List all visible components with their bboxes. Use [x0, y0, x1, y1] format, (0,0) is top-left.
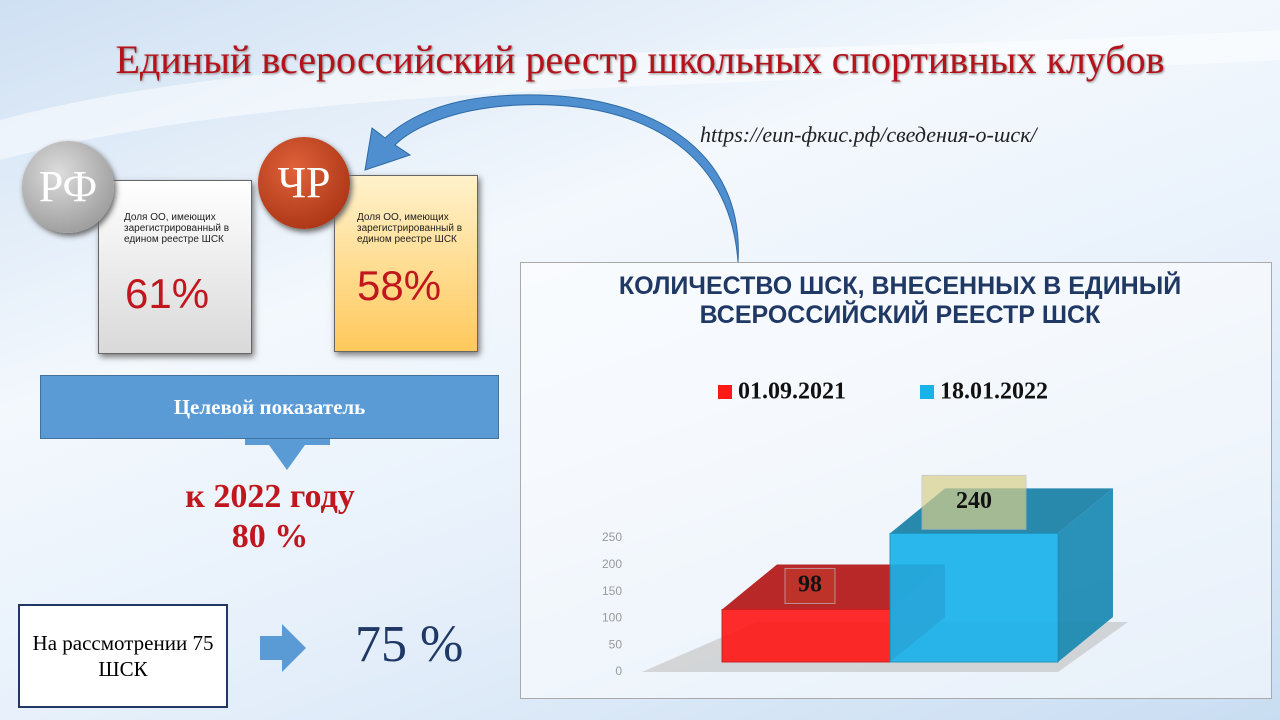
y-tick-label: 50	[609, 637, 623, 651]
pending-text: На рассмотрении 75 ШСК	[18, 604, 228, 708]
bar	[721, 608, 891, 663]
y-tick-label: 0	[615, 664, 622, 678]
card-text: Доля ОО, имеющих зарегистрированный в ед…	[124, 212, 230, 245]
target-label: Целевой показатель	[40, 375, 499, 439]
bar	[889, 532, 1059, 663]
legend-label: 01.09.2021	[738, 379, 846, 405]
y-tick-label: 200	[602, 557, 622, 571]
target-value: 80 %	[231, 518, 309, 555]
data-label-box	[784, 567, 836, 604]
data-label-box	[921, 474, 1027, 530]
chart-title: КОЛИЧЕСТВО ШСК, ВНЕСЕННЫХ В ЕДИНЫЙ ВСЕРО…	[618, 272, 1182, 329]
card-value: 58%	[357, 262, 442, 309]
legend-label: 18.01.2022	[940, 379, 1048, 405]
bar-side	[1058, 488, 1113, 662]
card-value: 61%	[125, 270, 210, 317]
right-arrow	[260, 624, 306, 672]
slide-title: Единый всероссийский реестр школьных спо…	[115, 37, 1165, 82]
y-tick-label: 100	[602, 611, 622, 625]
swoosh	[0, 30, 1280, 160]
legend-swatch	[718, 385, 732, 399]
legend-swatch	[920, 385, 934, 399]
y-tick-label: 150	[602, 584, 622, 598]
down-arrow	[245, 437, 330, 470]
badge: РФ	[22, 141, 114, 233]
curved-arrow	[364, 94, 739, 263]
card	[98, 180, 252, 354]
card	[334, 175, 478, 352]
badge: ЧР	[258, 137, 350, 229]
data-label: 240	[956, 488, 992, 514]
pending-value: 75 %	[355, 616, 464, 673]
target-year: к 2022 году	[185, 478, 355, 515]
url: https://еип-фкис.рф/сведения-о-шск/	[700, 122, 1037, 147]
card-text: Доля ОО, имеющих зарегистрированный в ед…	[357, 212, 463, 245]
y-tick-label: 250	[602, 530, 622, 544]
data-label: 98	[798, 571, 822, 597]
